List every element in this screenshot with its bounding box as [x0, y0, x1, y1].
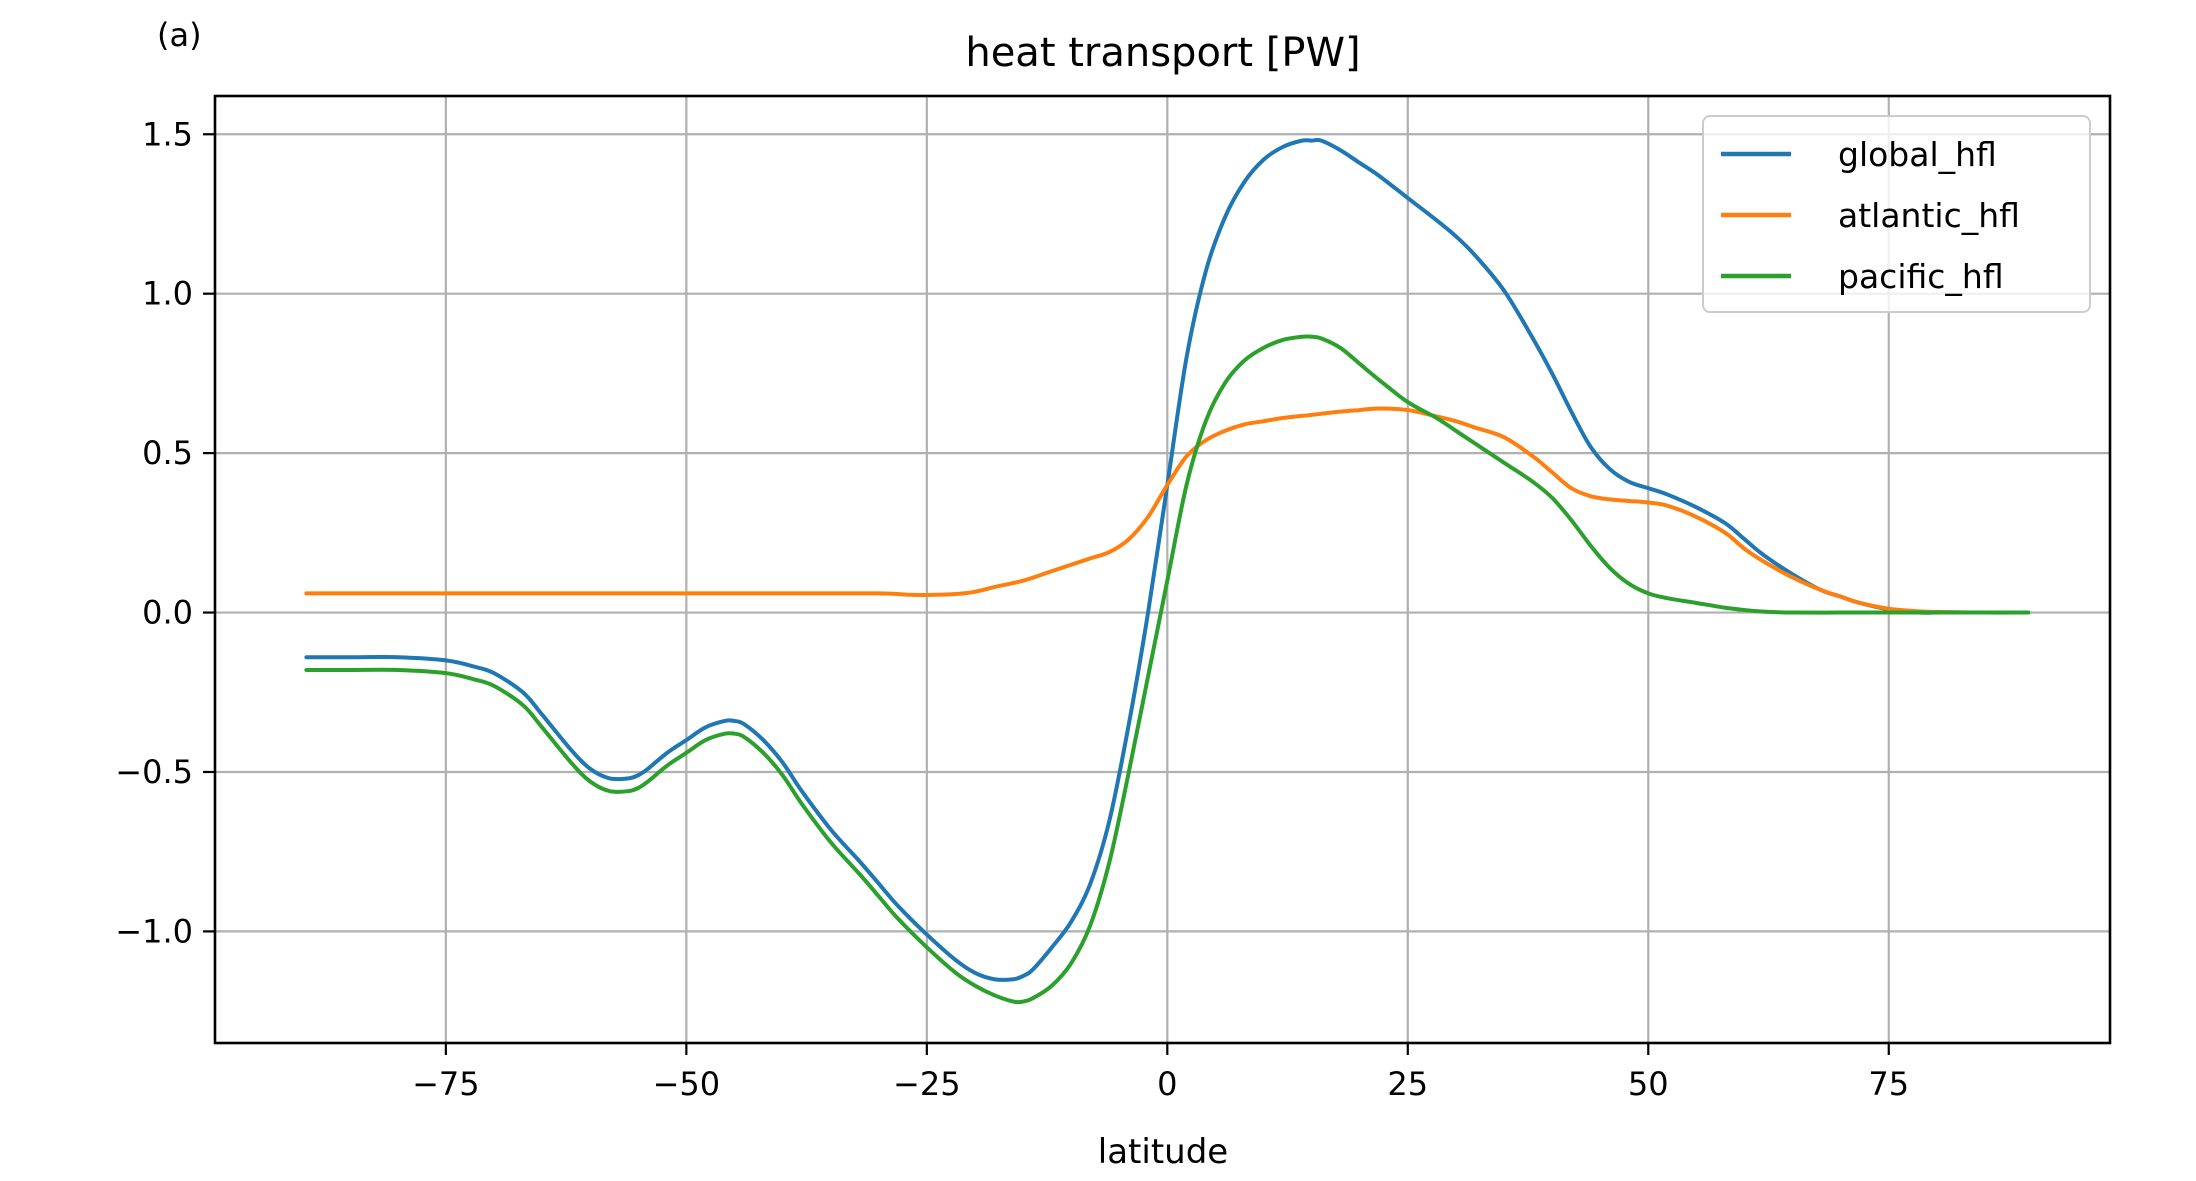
y-tick-label: −1.0: [115, 912, 193, 950]
x-tick-label: −25: [893, 1065, 961, 1103]
x-tick-label: 25: [1387, 1065, 1428, 1103]
y-tick-label: −0.5: [115, 753, 193, 791]
series-line-global_hfl: [304, 137, 2031, 982]
x-tick-label: −75: [412, 1065, 480, 1103]
y-tick-label: 0.5: [142, 434, 193, 472]
x-tick-label: 0: [1157, 1065, 1177, 1103]
x-tick-label: 75: [1868, 1065, 1909, 1103]
x-axis-label: latitude: [1098, 1132, 1228, 1172]
legend-label: atlantic_hfl: [1838, 196, 2020, 235]
legend-box: [1702, 115, 2091, 313]
plot-frame: [213, 94, 2112, 1045]
y-axis: −1.0 −0.5 0.0 0.5 1.0 1.5: [115, 115, 215, 950]
x-tick-label: −50: [653, 1065, 721, 1103]
y-tick-label: 1.5: [142, 115, 193, 153]
series-layer: [304, 137, 2031, 1005]
chart-title: heat transport [PW]: [965, 30, 1360, 76]
x-tick-label: 50: [1628, 1065, 1669, 1103]
series-line-atlantic_hfl: [304, 406, 2031, 615]
legend-label: pacific_hfl: [1838, 257, 2004, 296]
x-axis: −75 −50 −25 0 25 50 75: [412, 1043, 1909, 1103]
y-tick-label: 1.0: [142, 275, 193, 313]
panel-label: (a): [157, 16, 202, 54]
legend: global_hfl atlantic_hfl pacific_hfl: [1702, 115, 2091, 313]
series-line-pacific_hfl: [304, 334, 2031, 1005]
legend-label: global_hfl: [1838, 135, 1997, 174]
y-tick-label: 0.0: [142, 594, 193, 632]
